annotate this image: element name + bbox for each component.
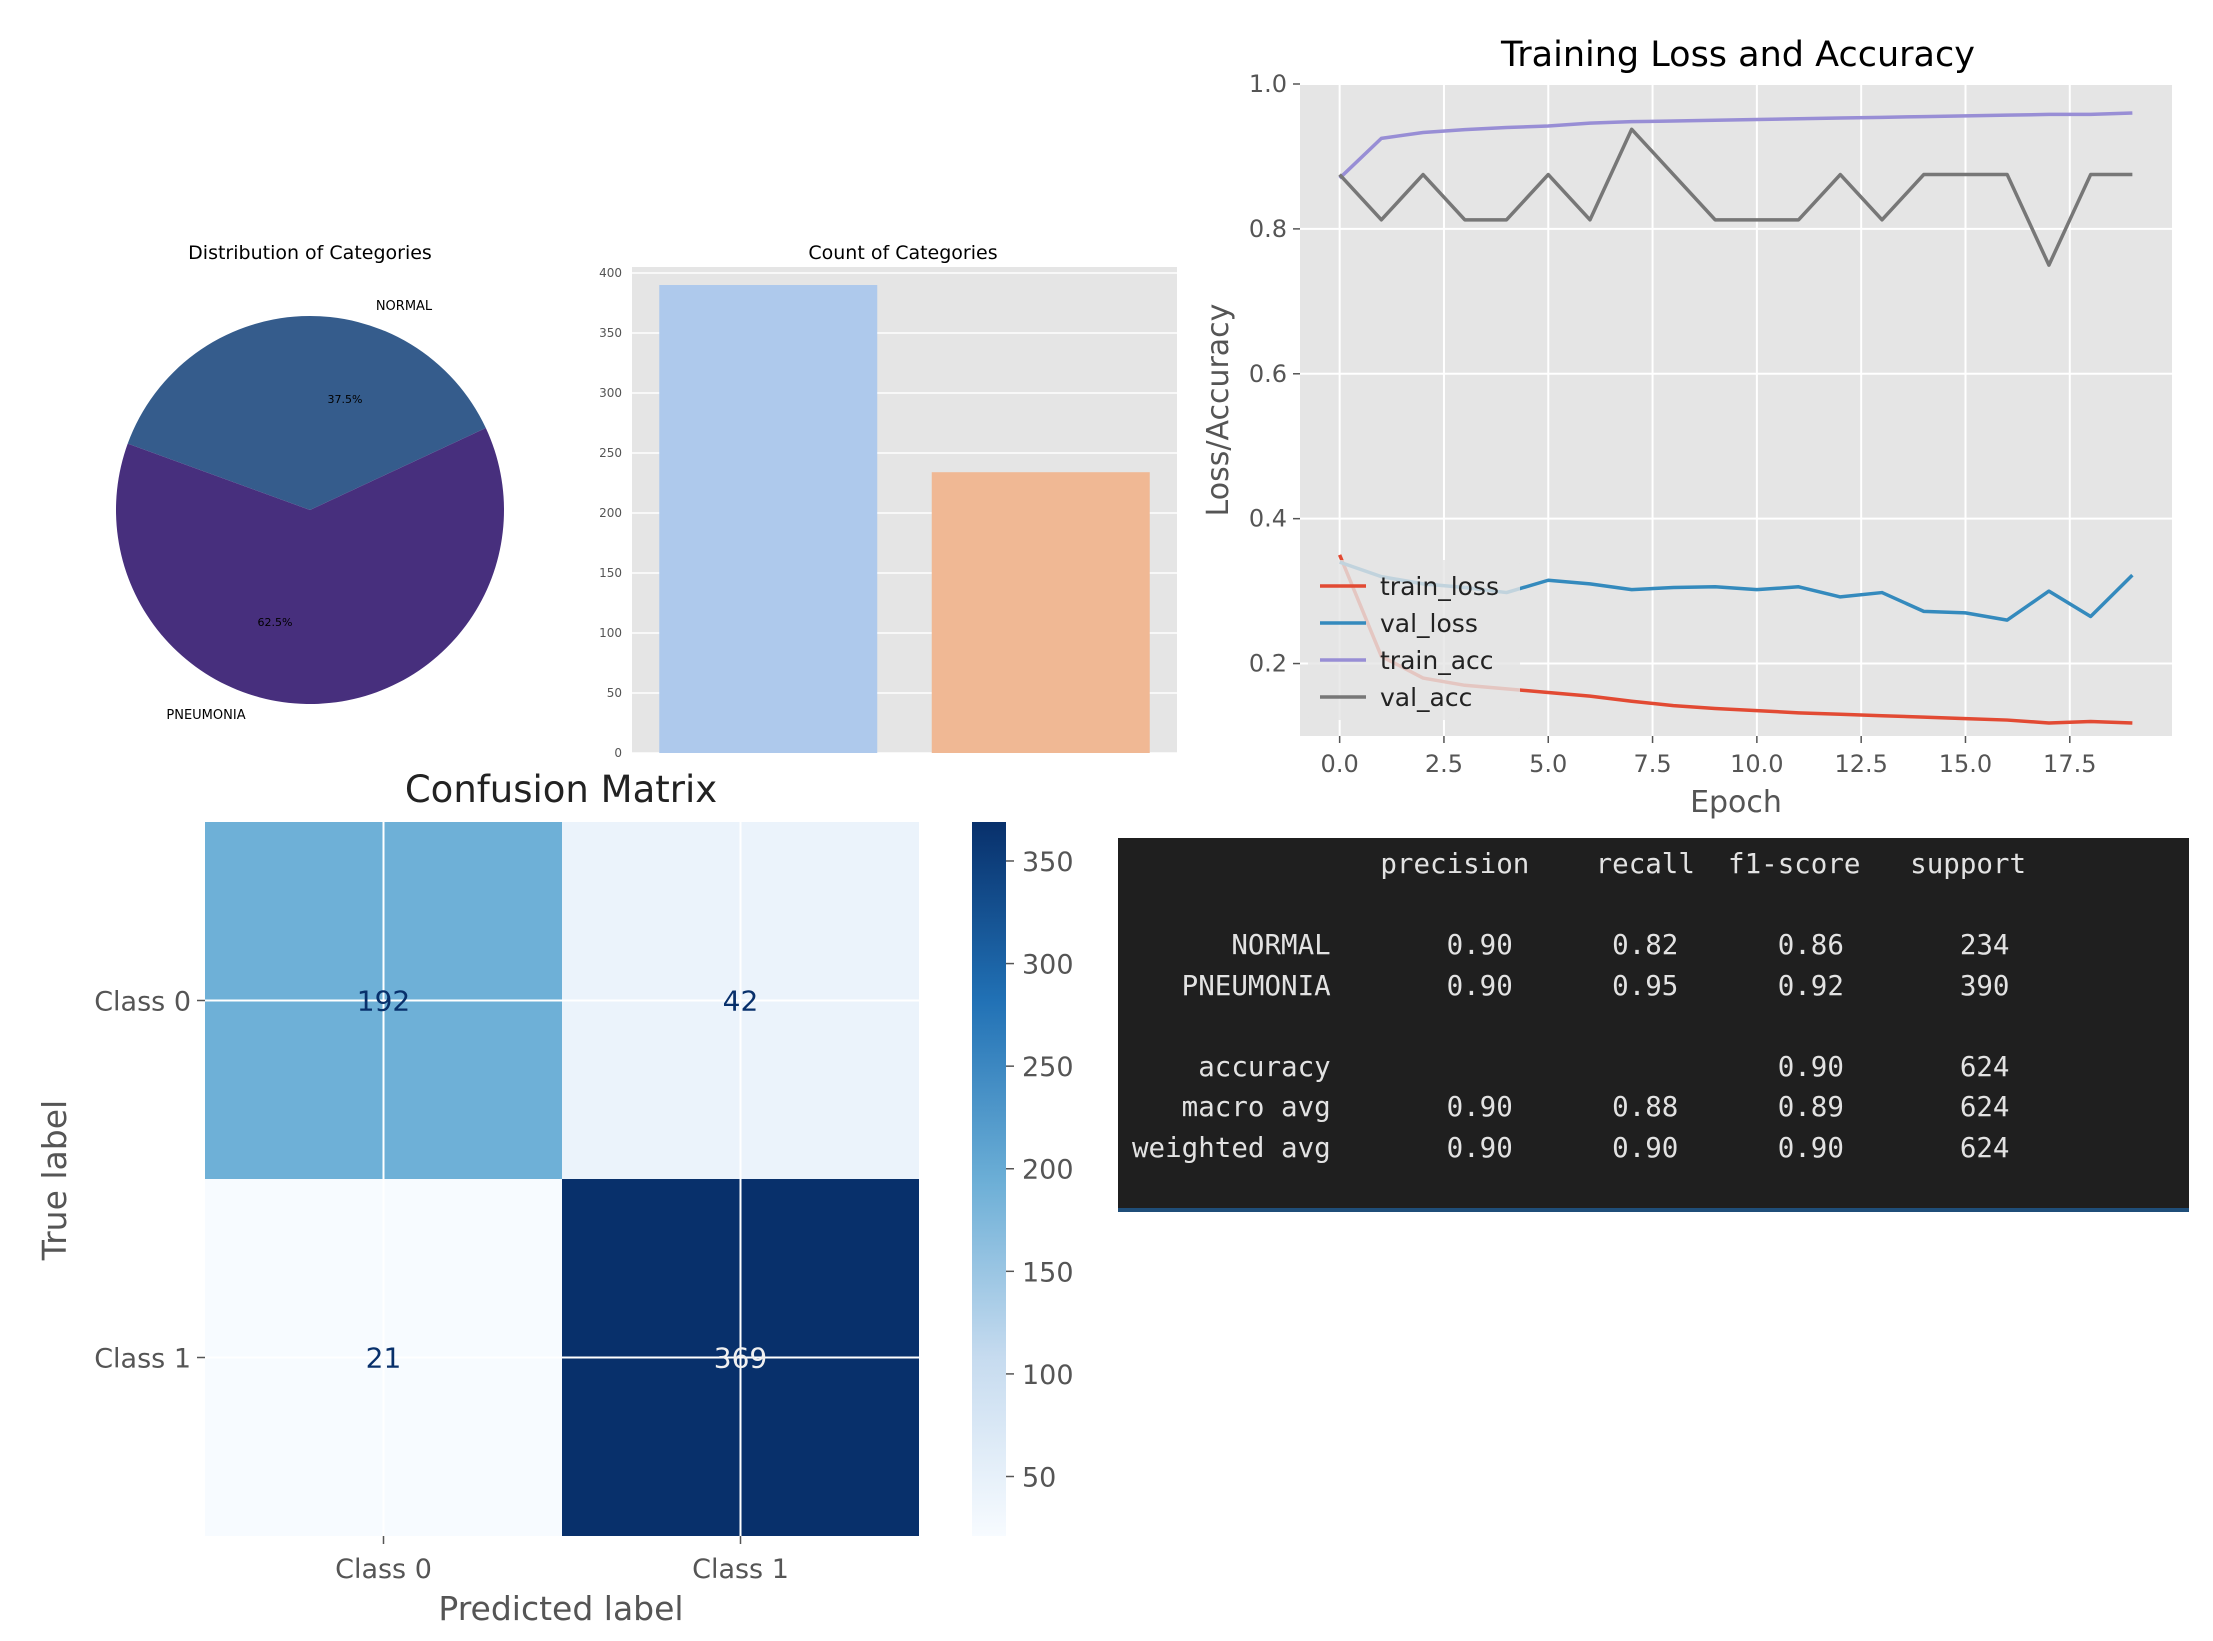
bar-ytick-label: 50: [607, 686, 622, 700]
line-legend: train_loss val_loss train_acc val_acc: [1308, 560, 1520, 720]
cm-value-0-1: 42: [723, 985, 759, 1018]
cm-colorbar-tick-label: 300: [1022, 950, 1074, 981]
classification-report: precision recall f1-score support NORMAL…: [1118, 838, 2189, 1212]
line-chart: Training Loss and Accuracy 0.0 2.5 5.0 7.5 1…: [1201, 35, 2172, 820]
line-xlabel: Epoch: [1690, 785, 1782, 820]
line-xtick-label: 12.5: [1834, 750, 1887, 778]
line-xtick-label: 17.5: [2043, 750, 2096, 778]
line-xtick-label: 5.0: [1529, 750, 1567, 778]
legend-label-train_acc: train_acc: [1380, 646, 1494, 675]
line-xtick-label: 10.0: [1730, 750, 1783, 778]
confusion-matrix: Confusion Matrix 192 42 21 369 Class 0 Class…: [35, 768, 1074, 1628]
report-text: precision recall f1-score support NORMAL…: [1132, 848, 2027, 1164]
line-ytick-label: 0.2: [1249, 650, 1287, 678]
cm-value-1-1: 369: [714, 1342, 767, 1375]
pie-label-pneumonia: PNEUMONIA: [166, 708, 245, 723]
bar-ytick-label: 250: [599, 446, 622, 460]
bar-ytick-label: 150: [599, 566, 622, 580]
bar-title: Count of Categories: [808, 242, 997, 264]
legend-box: [1308, 560, 1520, 720]
bar-1: [931, 472, 1150, 753]
cm-colorbar-tick-label: 100: [1022, 1360, 1074, 1391]
cm-xtick-label: Class 1: [692, 1554, 789, 1585]
cm-value-0-0: 192: [357, 985, 410, 1018]
legend-label-train_loss: train_loss: [1380, 572, 1499, 601]
cm-colorbar: [972, 822, 1006, 1536]
line-xtick-label: 2.5: [1425, 750, 1463, 778]
pie-label-normal: NORMAL: [376, 299, 433, 314]
pie-pct-normal: 37.5%: [328, 393, 363, 406]
line-ytick-label: 0.6: [1249, 360, 1287, 388]
cm-ytick-label: Class 0: [94, 987, 191, 1018]
pie-slice-normal: [127, 316, 486, 510]
bar-chart: Count of Categories 0 50 100 150 200 250 300 35…: [599, 242, 1177, 760]
cm-ytick-label: Class 1: [94, 1344, 191, 1375]
bar-ytick-label: 350: [599, 326, 622, 340]
series-line-val_acc: [1338, 127, 2133, 267]
pie-pct-pneumonia: 62.5%: [258, 616, 293, 629]
cm-title: Confusion Matrix: [405, 768, 717, 811]
cm-ylabel: True label: [35, 1100, 74, 1261]
legend-label-val_loss: val_loss: [1380, 609, 1478, 638]
cm-value-1-0: 21: [366, 1342, 402, 1375]
series-line-train_acc: [1338, 111, 2133, 180]
line-ytick-label: 0.8: [1249, 215, 1287, 243]
cm-colorbar-tick-label: 150: [1022, 1257, 1074, 1288]
bar-0: [659, 285, 878, 753]
line-ytick-label: 1.0: [1249, 70, 1287, 98]
pie-chart: Distribution of Categories NORMAL PNEUMO…: [115, 242, 505, 723]
bar-ytick-label: 0: [614, 746, 622, 760]
cm-colorbar-tick-label: 350: [1022, 847, 1074, 878]
bar-ytick-label: 400: [599, 266, 622, 280]
line-xtick-label: 0.0: [1321, 750, 1359, 778]
line-title: Training Loss and Accuracy: [1500, 35, 1975, 75]
pie-title: Distribution of Categories: [188, 242, 432, 264]
cm-colorbar-tick-label: 250: [1022, 1052, 1074, 1083]
cm-xtick-label: Class 0: [335, 1554, 432, 1585]
cm-colorbar-tick-label: 50: [1022, 1463, 1056, 1494]
line-ylabel: Loss/Accuracy: [1201, 304, 1236, 517]
cm-colorbar-tick-label: 200: [1022, 1155, 1074, 1186]
legend-label-val_acc: val_acc: [1380, 683, 1472, 712]
bar-ytick-label: 300: [599, 386, 622, 400]
bar-ytick-label: 200: [599, 506, 622, 520]
bar-ytick-label: 100: [599, 626, 622, 640]
line-ytick-label: 0.4: [1249, 505, 1287, 533]
line-xtick-label: 7.5: [1633, 750, 1671, 778]
line-xtick-label: 15.0: [1939, 750, 1992, 778]
pie-slice-pneumonia: [115, 428, 505, 705]
cm-xlabel: Predicted label: [438, 1589, 683, 1628]
